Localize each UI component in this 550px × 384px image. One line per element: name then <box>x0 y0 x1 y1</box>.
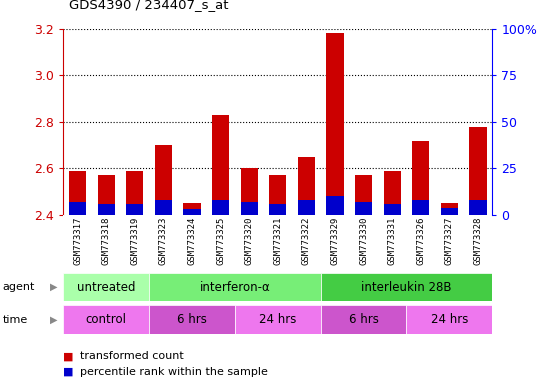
Bar <box>97 204 115 215</box>
Bar <box>269 175 287 215</box>
Bar <box>97 175 115 215</box>
Bar <box>212 200 229 215</box>
Text: interleukin 28B: interleukin 28B <box>361 281 452 293</box>
Text: GSM773326: GSM773326 <box>416 217 425 265</box>
Text: ▶: ▶ <box>50 282 58 292</box>
Text: GSM773330: GSM773330 <box>359 217 368 265</box>
Text: control: control <box>86 313 126 326</box>
Bar <box>69 202 86 215</box>
Text: time: time <box>3 314 28 325</box>
Bar <box>321 305 406 334</box>
Bar <box>183 204 201 215</box>
Text: ■: ■ <box>63 367 74 377</box>
Text: GSM773319: GSM773319 <box>130 217 139 265</box>
Text: 24 hrs: 24 hrs <box>259 313 296 326</box>
Text: 24 hrs: 24 hrs <box>431 313 468 326</box>
Text: GDS4390 / 234407_s_at: GDS4390 / 234407_s_at <box>69 0 228 12</box>
Bar <box>469 200 487 215</box>
Text: GSM773322: GSM773322 <box>302 217 311 265</box>
Text: ■: ■ <box>63 351 74 361</box>
Text: GSM773323: GSM773323 <box>159 217 168 265</box>
Text: GSM773318: GSM773318 <box>102 217 111 265</box>
Bar <box>383 204 401 215</box>
Text: GSM773331: GSM773331 <box>388 217 397 265</box>
Bar <box>69 171 86 215</box>
Text: ▶: ▶ <box>50 314 58 325</box>
Bar <box>412 200 430 215</box>
Text: percentile rank within the sample: percentile rank within the sample <box>80 367 268 377</box>
Bar <box>240 169 258 215</box>
Bar <box>406 305 492 334</box>
Bar <box>298 157 315 215</box>
Bar <box>63 273 149 301</box>
Text: GSM773321: GSM773321 <box>273 217 282 265</box>
Text: GSM773320: GSM773320 <box>245 217 254 265</box>
Bar <box>240 202 258 215</box>
Bar <box>355 202 372 215</box>
Bar <box>126 171 144 215</box>
Text: GSM773324: GSM773324 <box>188 217 196 265</box>
Bar <box>183 209 201 215</box>
Bar <box>326 196 344 215</box>
Bar <box>155 145 172 215</box>
Bar <box>412 141 430 215</box>
Text: 6 hrs: 6 hrs <box>177 313 207 326</box>
Bar <box>269 204 287 215</box>
Text: 6 hrs: 6 hrs <box>349 313 378 326</box>
Bar <box>441 204 458 215</box>
Bar <box>149 305 235 334</box>
Text: GSM773317: GSM773317 <box>73 217 82 265</box>
Text: GSM773327: GSM773327 <box>445 217 454 265</box>
Bar <box>355 175 372 215</box>
Bar <box>235 305 321 334</box>
Bar <box>298 200 315 215</box>
Bar <box>469 127 487 215</box>
Text: agent: agent <box>3 282 35 292</box>
Bar <box>383 171 401 215</box>
Bar <box>326 33 344 215</box>
Text: interferon-α: interferon-α <box>200 281 270 293</box>
Bar <box>155 200 172 215</box>
Text: GSM773329: GSM773329 <box>331 217 339 265</box>
Text: GSM773328: GSM773328 <box>474 217 482 265</box>
Bar <box>321 273 492 301</box>
Bar <box>212 115 229 215</box>
Bar <box>149 273 321 301</box>
Text: transformed count: transformed count <box>80 351 184 361</box>
Text: untreated: untreated <box>77 281 135 293</box>
Bar <box>63 305 149 334</box>
Bar <box>126 204 144 215</box>
Bar <box>441 208 458 215</box>
Text: GSM773325: GSM773325 <box>216 217 225 265</box>
